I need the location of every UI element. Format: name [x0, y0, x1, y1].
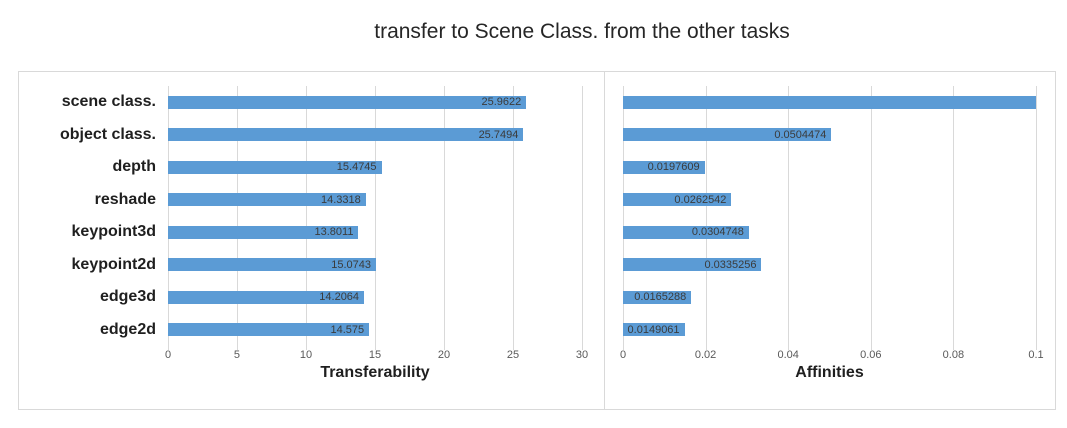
gridline: [443, 86, 445, 350]
bar-value-label: 15.0743: [331, 258, 372, 271]
x-tick-label: 5: [233, 349, 241, 361]
chart-panel: scene class. object class. depth reshade key…: [18, 71, 1056, 410]
gridline: [305, 86, 307, 350]
bar-reshade: 0.0262542: [623, 193, 732, 207]
category-label: keypoint2d: [71, 255, 156, 273]
bar-edge2d: 14.575: [168, 323, 370, 337]
x-tick-label: 0: [164, 349, 172, 361]
plot-area: 0 0.02 0.04 0.06 0.08 0.1 0.0504474 0.0197609 0.…: [620, 86, 1044, 361]
x-tick-label: 30: [575, 349, 589, 361]
bar-edge3d: 14.2064: [168, 290, 365, 304]
bar-keypoint3d: 0.0304748: [623, 225, 749, 239]
bar-value-label: 0.0304748: [691, 226, 744, 239]
category-label: scene class.: [61, 93, 156, 110]
chart-title: transfer to Scene Class. from the other …: [374, 20, 790, 43]
affinities-chart: 0 0.02 0.04 0.06 0.08 0.1 0.0504474 0.0197609 0.…: [605, 72, 1057, 409]
bar-value-label: 0.0504474: [774, 128, 827, 141]
gridline: [168, 86, 169, 350]
bar-object-class: 0.0504474: [623, 128, 832, 142]
bar-value-label: 15.4745: [336, 161, 377, 174]
bar-value-label: 14.2064: [319, 291, 360, 304]
bar-value-label: 13.8011: [314, 226, 354, 239]
x-tick-label: 10: [299, 349, 313, 361]
gridline: [623, 86, 624, 350]
category-label: object class.: [59, 125, 156, 143]
gridline: [705, 86, 707, 350]
gridline: [375, 86, 376, 350]
x-tick-label: 0.06: [860, 349, 882, 361]
gridline: [1036, 86, 1037, 350]
gridline: [788, 86, 790, 350]
bar-scene-class: 25.9622: [168, 95, 527, 109]
bar-edge2d: 0.0149061: [623, 323, 685, 337]
x-tick-label: 0: [619, 349, 627, 361]
bar-value-label: 25.9622: [481, 96, 522, 109]
bar-edge3d: 0.0165288: [623, 290, 692, 304]
x-tick-label: 15: [368, 349, 382, 361]
x-tick-label: 0.02: [694, 349, 717, 361]
x-tick-label: 0.04: [777, 349, 799, 361]
category-label: edge2d: [99, 320, 156, 338]
transferability-chart: scene class. object class. depth reshade key…: [19, 72, 604, 409]
bar-object-class: 25.7494: [168, 128, 524, 142]
bar-value-label: 0.0165288: [634, 291, 687, 304]
bar-value-label: 0.0262542: [674, 193, 727, 206]
x-tick-label: 25: [506, 349, 520, 361]
bar-keypoint3d: 13.8011: [168, 225, 359, 239]
bar-keypoint2d: 15.0743: [168, 258, 377, 272]
plot-area: 0 5 10 15 20 25 30 25.9622 25.7494 15.4745 14.3318…: [165, 86, 588, 361]
bar-depth: 0.0197609: [623, 160, 705, 174]
x-tick-label: 0.08: [942, 349, 965, 361]
x-axis-title: Affinities: [795, 364, 864, 381]
category-label: edge3d: [99, 288, 156, 305]
bar-keypoint2d: 0.0335256: [623, 258, 762, 272]
gridline: [582, 86, 583, 350]
bar-value-label: 0.0335256: [704, 258, 757, 271]
x-tick-label: 0.1: [1028, 349, 1044, 361]
category-label: keypoint3d: [71, 223, 156, 240]
x-tick-label: 20: [437, 349, 451, 361]
gridline: [513, 86, 514, 350]
panel-divider: [604, 72, 605, 409]
bar-depth: 15.4745: [168, 160, 382, 174]
category-label: reshade: [94, 190, 156, 208]
bar-value-label: 0.0149061: [627, 323, 680, 336]
bar-value-label: 0.0197609: [647, 161, 700, 174]
bar-scene-class: [623, 95, 1036, 109]
gridline: [870, 86, 872, 350]
category-label: depth: [112, 158, 156, 175]
bar-value-label: 14.575: [330, 323, 365, 336]
bar-value-label: 14.3318: [321, 193, 361, 206]
bar-value-label: 25.7494: [478, 128, 519, 141]
x-axis-title: Transferability: [320, 364, 430, 381]
bar-reshade: 14.3318: [168, 193, 366, 207]
gridline: [953, 86, 955, 350]
gridline: [236, 86, 238, 350]
